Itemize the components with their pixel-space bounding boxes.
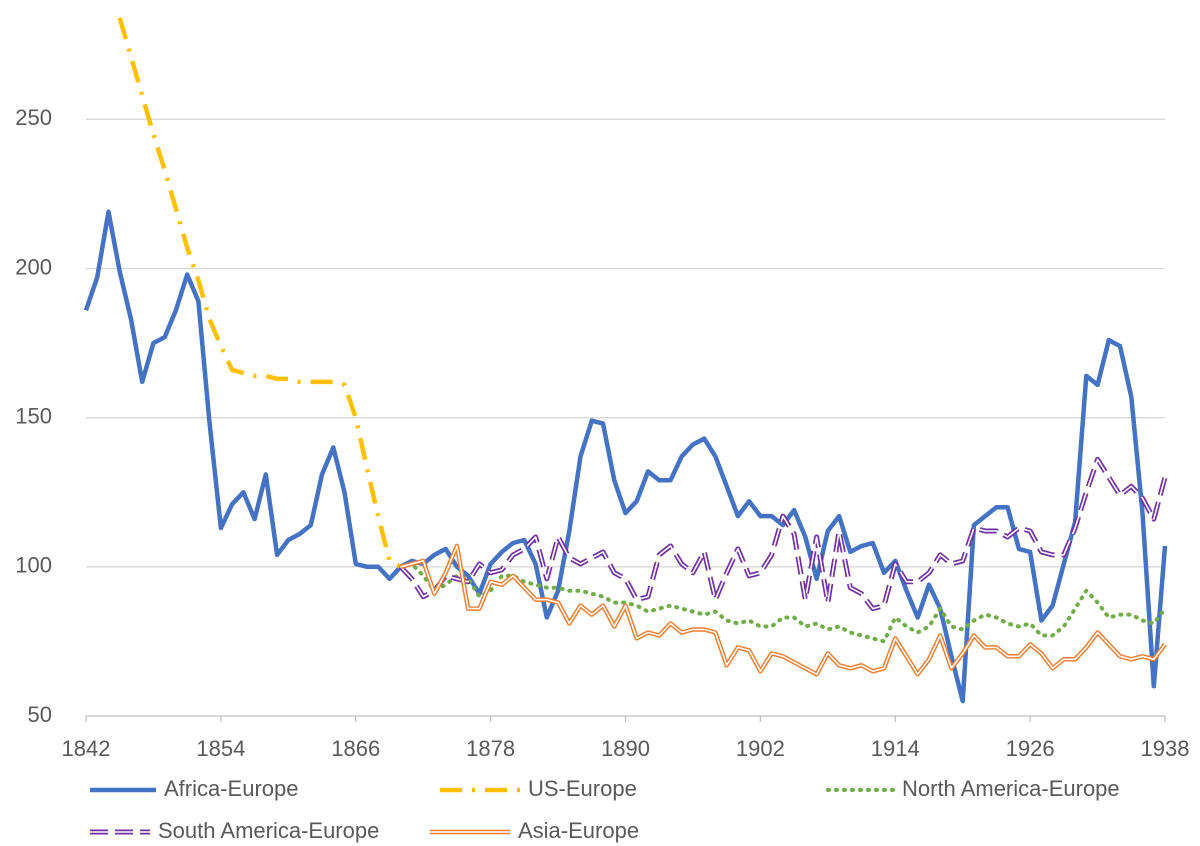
series-line-inner <box>400 458 1166 610</box>
y-tick-label: 50 <box>28 702 52 727</box>
legend-item: South America-Europe <box>90 818 379 843</box>
legend-item: Africa-Europe <box>90 776 299 801</box>
legend-item: North America-Europe <box>826 776 1120 801</box>
y-tick-label: 250 <box>15 105 52 130</box>
series-line <box>117 17 402 569</box>
x-tick-label: 1878 <box>466 736 515 761</box>
grid <box>85 118 1166 722</box>
x-tick-label: 1854 <box>196 736 245 761</box>
legend-label: US-Europe <box>528 776 637 801</box>
x-tick-label: 1938 <box>1141 736 1190 761</box>
x-tick-label: 1842 <box>62 736 111 761</box>
x-tick-label: 1902 <box>736 736 785 761</box>
legend-label: Africa-Europe <box>164 776 299 801</box>
series-line <box>398 456 1168 612</box>
legend-label: North America-Europe <box>902 776 1120 801</box>
y-tick-label: 150 <box>15 403 52 428</box>
x-tick-label: 1890 <box>601 736 650 761</box>
legend-label: South America-Europe <box>158 818 379 843</box>
x-tick-label: 1926 <box>1006 736 1055 761</box>
legend-item: Asia-Europe <box>430 818 639 843</box>
series-line <box>398 561 1167 644</box>
axis-labels: 50 100 150 200 250 1842 1854 1866 1878 1890 1902 19… <box>15 105 1189 761</box>
x-tick-label: 1866 <box>331 736 380 761</box>
series-line-inner <box>400 545 1166 675</box>
legend: Africa-Europe US-Europe North America-Euro… <box>90 776 1120 843</box>
y-tick-label: 100 <box>15 553 52 578</box>
y-tick-label: 200 <box>15 254 52 279</box>
legend-item: US-Europe <box>440 776 637 801</box>
plot-lines <box>83 17 1168 704</box>
x-tick-label: 1914 <box>871 736 920 761</box>
legend-label: Asia-Europe <box>518 818 639 843</box>
series-line <box>83 209 1168 704</box>
